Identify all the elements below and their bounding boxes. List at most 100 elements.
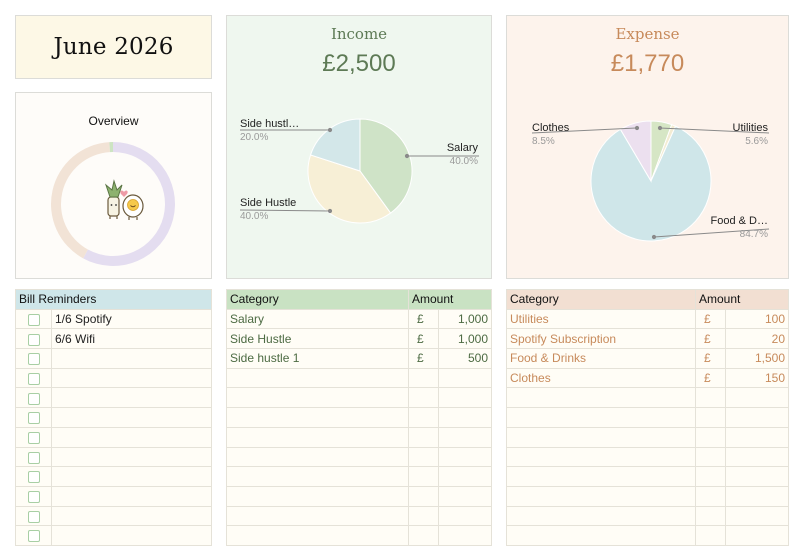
bill-reminder-checkbox[interactable] — [27, 530, 40, 543]
expense-cell-amount[interactable] — [725, 466, 789, 487]
income-cell-category[interactable]: Side hustle 1 — [226, 348, 409, 369]
expense-cell-category[interactable]: Food & Drinks — [506, 348, 696, 369]
expense-cell-currency[interactable]: £ — [695, 328, 726, 350]
expense-cell-currency[interactable]: £ — [695, 367, 726, 389]
bill-reminder-text[interactable] — [51, 367, 212, 389]
income-cell-category[interactable] — [226, 446, 409, 468]
income-cell-currency[interactable]: £ — [408, 308, 439, 330]
bill-reminder-checkbox[interactable] — [27, 313, 40, 326]
bill-reminder-checkbox[interactable] — [27, 333, 40, 346]
income-cell-amount[interactable] — [438, 446, 492, 468]
income-cell-currency[interactable] — [408, 387, 439, 409]
income-cell-category[interactable]: Side Hustle — [226, 328, 409, 350]
expense-cell-category[interactable]: Utilities — [506, 308, 696, 330]
bill-reminder-checkbox[interactable] — [27, 392, 40, 405]
bill-reminder-text[interactable] — [51, 525, 212, 546]
bill-reminder-checkbox[interactable] — [27, 353, 40, 366]
income-cell-amount[interactable] — [438, 407, 492, 428]
bill-reminder-text[interactable] — [51, 348, 212, 369]
expense-cell-amount[interactable] — [725, 387, 789, 409]
bill-reminder-text[interactable]: 1/6 Spotify — [51, 308, 212, 330]
income-cell-category[interactable]: Salary — [226, 308, 409, 330]
income-cell-category[interactable] — [226, 485, 409, 507]
bill-reminder-checkbox[interactable] — [27, 412, 40, 425]
income-cell-currency[interactable] — [408, 446, 439, 468]
expense-cell-currency[interactable] — [695, 407, 726, 428]
bill-reminder-checkbox-cell — [15, 348, 52, 369]
expense-cell-currency[interactable]: £ — [695, 348, 726, 369]
expense-cell-amount[interactable]: 20 — [725, 328, 789, 350]
bill-reminder-text[interactable] — [51, 466, 212, 487]
bill-reminder-row: 6/6 Wifi — [15, 328, 212, 350]
bill-reminder-checkbox[interactable] — [27, 491, 40, 504]
expense-cell-currency[interactable] — [695, 466, 726, 487]
bill-reminder-text[interactable] — [51, 426, 212, 448]
expense-cell-amount[interactable] — [725, 525, 789, 546]
expense-cell-amount[interactable] — [725, 407, 789, 428]
expense-cell-category[interactable] — [506, 525, 696, 546]
expense-cell-amount[interactable] — [725, 426, 789, 448]
expense-cell-currency[interactable] — [695, 446, 726, 468]
bill-reminder-text[interactable] — [51, 505, 212, 527]
expense-cell-category[interactable] — [506, 426, 696, 448]
bill-reminder-text[interactable]: 6/6 Wifi — [51, 328, 212, 350]
income-cell-currency[interactable] — [408, 407, 439, 428]
expense-cell-amount[interactable] — [725, 446, 789, 468]
income-cell-currency[interactable] — [408, 426, 439, 448]
bill-reminder-checkbox[interactable] — [27, 372, 40, 385]
bill-reminder-checkbox[interactable] — [27, 451, 40, 464]
expense-cell-currency[interactable] — [695, 525, 726, 546]
bill-reminder-text[interactable] — [51, 407, 212, 428]
expense-cell-category[interactable] — [506, 485, 696, 507]
expense-cell-category[interactable]: Clothes — [506, 367, 696, 389]
expense-cell-category[interactable] — [506, 446, 696, 468]
income-cell-amount[interactable]: 1,000 — [438, 308, 492, 330]
income-table-row — [226, 505, 492, 527]
income-cell-category[interactable] — [226, 525, 409, 546]
expense-cell-amount[interactable] — [725, 485, 789, 507]
income-cell-amount[interactable] — [438, 485, 492, 507]
income-cell-currency[interactable] — [408, 367, 439, 389]
income-cell-amount[interactable] — [438, 505, 492, 527]
bill-reminder-text[interactable] — [51, 387, 212, 409]
income-cell-currency[interactable] — [408, 505, 439, 527]
expense-cell-currency[interactable] — [695, 387, 726, 409]
expense-cell-category[interactable] — [506, 407, 696, 428]
income-cell-currency[interactable] — [408, 525, 439, 546]
expense-cell-category[interactable] — [506, 387, 696, 409]
income-cell-category[interactable] — [226, 387, 409, 409]
income-cell-amount[interactable] — [438, 525, 492, 546]
expense-cell-amount[interactable] — [725, 505, 789, 527]
expense-cell-currency[interactable]: £ — [695, 308, 726, 330]
bill-reminder-text[interactable] — [51, 446, 212, 468]
expense-cell-category[interactable] — [506, 505, 696, 527]
income-cell-amount[interactable] — [438, 466, 492, 487]
income-cell-currency[interactable] — [408, 466, 439, 487]
income-cell-category[interactable] — [226, 426, 409, 448]
bill-reminder-checkbox[interactable] — [27, 510, 40, 523]
income-cell-amount[interactable] — [438, 426, 492, 448]
bill-reminder-text[interactable] — [51, 485, 212, 507]
expense-cell-category[interactable]: Spotify Subscription — [506, 328, 696, 350]
expense-cell-currency[interactable] — [695, 505, 726, 527]
expense-cell-currency[interactable] — [695, 485, 726, 507]
income-cell-amount[interactable] — [438, 387, 492, 409]
expense-pie-slice-3 — [590, 125, 712, 242]
bill-reminder-checkbox[interactable] — [27, 471, 40, 484]
income-cell-amount[interactable] — [438, 367, 492, 389]
income-cell-amount[interactable]: 1,000 — [438, 328, 492, 350]
income-cell-amount[interactable]: 500 — [438, 348, 492, 369]
bill-reminder-checkbox[interactable] — [27, 431, 40, 444]
expense-cell-currency[interactable] — [695, 426, 726, 448]
income-cell-category[interactable] — [226, 407, 409, 428]
expense-cell-amount[interactable]: 150 — [725, 367, 789, 389]
expense-cell-amount[interactable]: 100 — [725, 308, 789, 330]
income-cell-currency[interactable]: £ — [408, 348, 439, 369]
income-cell-currency[interactable] — [408, 485, 439, 507]
income-cell-category[interactable] — [226, 466, 409, 487]
income-cell-category[interactable] — [226, 505, 409, 527]
expense-cell-category[interactable] — [506, 466, 696, 487]
income-cell-category[interactable] — [226, 367, 409, 389]
expense-cell-amount[interactable]: 1,500 — [725, 348, 789, 369]
income-cell-currency[interactable]: £ — [408, 328, 439, 350]
